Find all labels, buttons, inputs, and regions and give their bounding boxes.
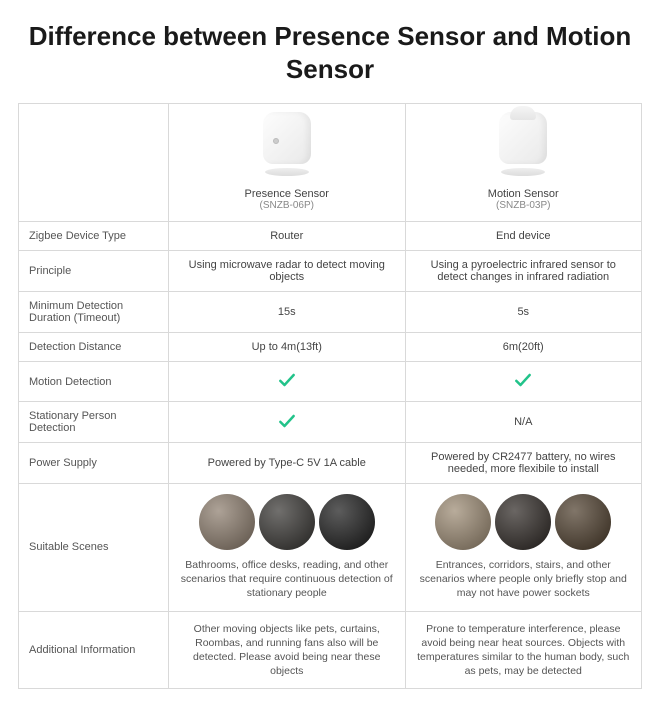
- scenes-images-a: [179, 494, 395, 550]
- label-power: Power Supply: [19, 443, 169, 484]
- scenes-desc-a: Bathrooms, office desks, reading, and ot…: [179, 558, 395, 601]
- label-distance: Detection Distance: [19, 333, 169, 362]
- scene-image: [435, 494, 491, 550]
- check-icon: [277, 370, 297, 393]
- label-stationary: Stationary Person Detection: [19, 402, 169, 443]
- val-scenes-b: Entrances, corridors, stairs, and other …: [405, 484, 642, 612]
- val-principle-b: Using a pyroelectric infrared sensor to …: [405, 251, 642, 292]
- scene-image: [259, 494, 315, 550]
- row-zigbee: Zigbee Device Type Router End device: [19, 222, 642, 251]
- label-timeout: Minimum Detection Duration (Timeout): [19, 292, 169, 333]
- row-scenes: Suitable Scenes Bathrooms, office desks,…: [19, 484, 642, 612]
- scene-image: [555, 494, 611, 550]
- check-icon: [277, 411, 297, 434]
- label-principle: Principle: [19, 251, 169, 292]
- scene-image: [495, 494, 551, 550]
- empty-header: [19, 104, 169, 222]
- val-timeout-a: 15s: [169, 292, 406, 333]
- row-power: Power Supply Powered by Type-C 5V 1A cab…: [19, 443, 642, 484]
- val-zigbee-a: Router: [169, 222, 406, 251]
- product-a-model: (SNZB-06P): [179, 200, 395, 211]
- val-stationary-b: N/A: [405, 402, 642, 443]
- row-principle: Principle Using microwave radar to detec…: [19, 251, 642, 292]
- product-b-name: Motion Sensor: [416, 188, 632, 200]
- val-power-a: Powered by Type-C 5V 1A cable: [169, 443, 406, 484]
- motion-sensor-image: [491, 112, 555, 182]
- addl-desc-a: Other moving objects like pets, curtains…: [179, 622, 395, 679]
- scenes-images-b: [416, 494, 632, 550]
- row-distance: Detection Distance Up to 4m(13ft) 6m(20f…: [19, 333, 642, 362]
- val-timeout-b: 5s: [405, 292, 642, 333]
- val-additional-b: Prone to temperature interference, pleas…: [405, 611, 642, 689]
- val-zigbee-b: End device: [405, 222, 642, 251]
- label-zigbee: Zigbee Device Type: [19, 222, 169, 251]
- row-motion: Motion Detection: [19, 362, 642, 402]
- val-distance-a: Up to 4m(13ft): [169, 333, 406, 362]
- comparison-table: Presence Sensor (SNZB-06P) Motion Sensor…: [18, 103, 642, 689]
- val-additional-a: Other moving objects like pets, curtains…: [169, 611, 406, 689]
- scene-image: [319, 494, 375, 550]
- label-motion: Motion Detection: [19, 362, 169, 402]
- row-timeout: Minimum Detection Duration (Timeout) 15s…: [19, 292, 642, 333]
- check-icon: [513, 370, 533, 393]
- val-stationary-a: [169, 402, 406, 443]
- header-row: Presence Sensor (SNZB-06P) Motion Sensor…: [19, 104, 642, 222]
- product-b-model: (SNZB-03P): [416, 200, 632, 211]
- product-a-name: Presence Sensor: [179, 188, 395, 200]
- page-title: Difference between Presence Sensor and M…: [18, 20, 642, 85]
- val-motion-a: [169, 362, 406, 402]
- val-principle-a: Using microwave radar to detect moving o…: [169, 251, 406, 292]
- label-scenes: Suitable Scenes: [19, 484, 169, 612]
- scene-image: [199, 494, 255, 550]
- val-motion-b: [405, 362, 642, 402]
- label-additional: Additional Information: [19, 611, 169, 689]
- val-distance-b: 6m(20ft): [405, 333, 642, 362]
- row-additional: Additional Information Other moving obje…: [19, 611, 642, 689]
- scenes-desc-b: Entrances, corridors, stairs, and other …: [416, 558, 632, 601]
- val-power-b: Powered by CR2477 battery, no wires need…: [405, 443, 642, 484]
- presence-sensor-image: [255, 112, 319, 182]
- addl-desc-b: Prone to temperature interference, pleas…: [416, 622, 632, 679]
- product-a-header: Presence Sensor (SNZB-06P): [169, 104, 406, 222]
- val-scenes-a: Bathrooms, office desks, reading, and ot…: [169, 484, 406, 612]
- product-b-header: Motion Sensor (SNZB-03P): [405, 104, 642, 222]
- row-stationary: Stationary Person Detection N/A: [19, 402, 642, 443]
